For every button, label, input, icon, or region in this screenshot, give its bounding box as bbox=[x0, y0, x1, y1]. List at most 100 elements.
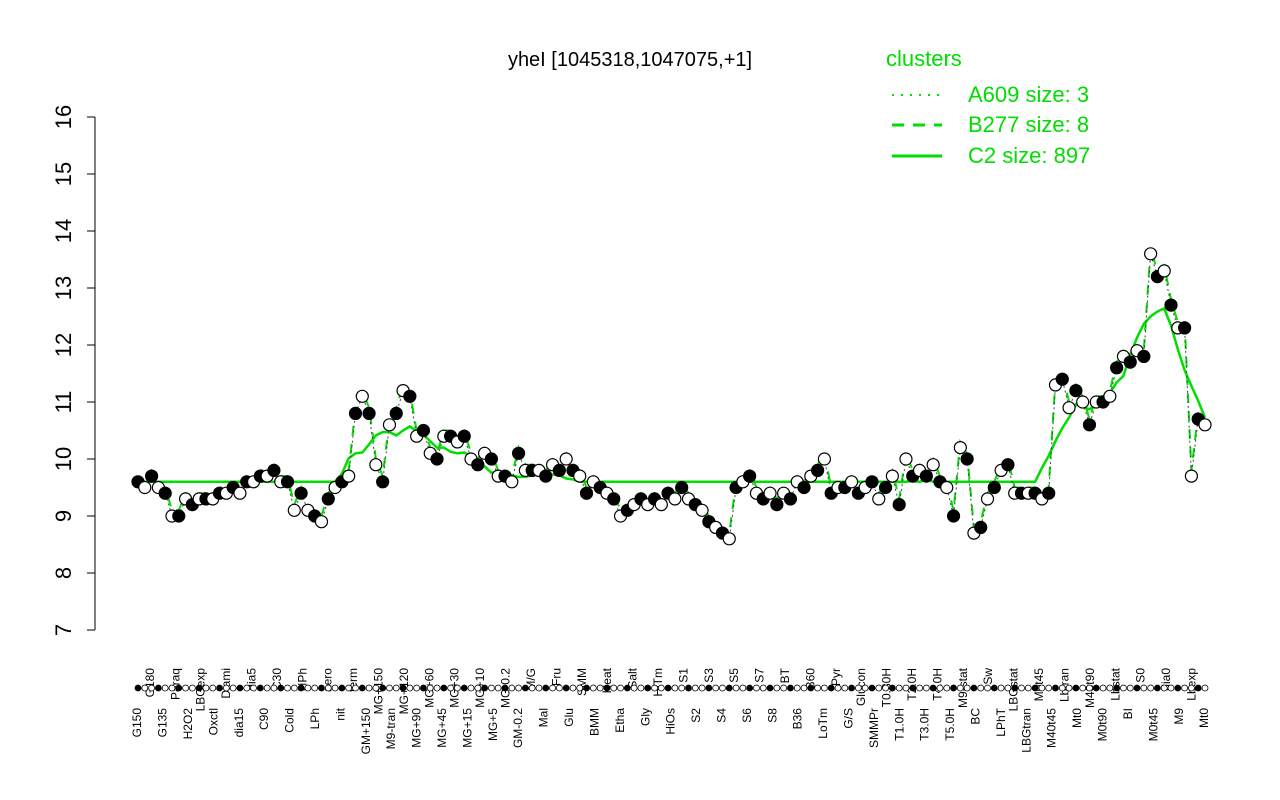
x-tick-label: BMM bbox=[587, 708, 601, 736]
x-tick-label: Mt0 bbox=[1197, 708, 1211, 728]
x-tick-label: G180 bbox=[143, 668, 157, 698]
x-sample-marker bbox=[216, 684, 223, 692]
data-point bbox=[559, 452, 573, 466]
x-sample-marker bbox=[1052, 684, 1059, 692]
x-sample-marker bbox=[195, 684, 203, 692]
x-sample-marker bbox=[984, 684, 991, 692]
data-point bbox=[960, 452, 974, 466]
x-tick-label: BT bbox=[778, 667, 792, 683]
x-tick-label: Lbstat bbox=[1108, 667, 1122, 700]
data-point bbox=[1042, 486, 1056, 500]
x-tick-label: S4 bbox=[714, 708, 728, 723]
data-point bbox=[770, 498, 784, 512]
x-sample-marker bbox=[814, 684, 822, 692]
data-point bbox=[675, 480, 689, 495]
series-line-c2 bbox=[138, 306, 1207, 484]
x-tick-label: HiOs bbox=[664, 708, 678, 735]
x-sample-marker bbox=[746, 684, 754, 692]
data-point bbox=[919, 469, 933, 483]
data-point bbox=[430, 452, 444, 466]
data-point bbox=[722, 532, 736, 546]
x-sample-marker bbox=[555, 684, 563, 692]
data-point bbox=[573, 469, 587, 483]
y-tick-label: 14 bbox=[51, 219, 76, 243]
x-sample-marker bbox=[182, 684, 189, 692]
x-sample-marker bbox=[637, 684, 645, 692]
data-point bbox=[389, 406, 403, 420]
x-sample-marker bbox=[222, 684, 230, 692]
x-sample-marker bbox=[1174, 684, 1182, 692]
x-sample-marker bbox=[406, 684, 414, 692]
x-sample-marker bbox=[793, 684, 801, 692]
x-sample-marker bbox=[508, 684, 516, 692]
x-sample-marker bbox=[134, 684, 142, 692]
x-sample-marker bbox=[535, 684, 543, 692]
x-sample-marker bbox=[263, 684, 271, 692]
x-sample-marker bbox=[372, 684, 380, 692]
x-sample-marker bbox=[685, 684, 692, 692]
x-sample-marker bbox=[1201, 684, 1209, 692]
x-sample-marker bbox=[909, 684, 917, 692]
x-tick-label: HiTm bbox=[651, 668, 665, 697]
legend-entry-b277: B277 size: 8 bbox=[968, 112, 1089, 137]
x-sample-marker bbox=[331, 684, 339, 692]
x-sample-marker bbox=[467, 684, 475, 692]
data-point bbox=[607, 492, 621, 506]
x-sample-marker bbox=[1120, 684, 1127, 692]
data-point bbox=[342, 469, 356, 483]
x-tick-label: M9-tran bbox=[384, 708, 398, 749]
x-sample-marker bbox=[1031, 684, 1039, 692]
x-sample-marker bbox=[1038, 684, 1046, 692]
x-sample-marker bbox=[1106, 684, 1114, 692]
x-sample-marker bbox=[311, 684, 319, 692]
data-point bbox=[1164, 298, 1178, 312]
x-sample-marker bbox=[902, 684, 910, 692]
x-tick-label: T3.0H bbox=[918, 708, 932, 741]
x-sample-marker bbox=[861, 684, 869, 692]
data-point bbox=[940, 480, 954, 495]
data-point bbox=[416, 423, 431, 438]
x-sample-marker bbox=[188, 684, 196, 692]
x-sample-marker bbox=[963, 684, 971, 692]
x-tick-label: Salt bbox=[626, 667, 640, 688]
x-sample-marker bbox=[922, 684, 930, 692]
x-sample-marker bbox=[420, 684, 427, 692]
data-point bbox=[797, 480, 811, 495]
data-point bbox=[1198, 418, 1212, 432]
x-sample-marker bbox=[916, 684, 923, 692]
x-sample-marker bbox=[209, 684, 217, 692]
y-tick-label: 9 bbox=[51, 510, 76, 522]
x-sample-marker bbox=[392, 684, 400, 692]
x-sample-marker bbox=[528, 684, 536, 692]
x-tick-label: aero bbox=[321, 668, 335, 692]
x-sample-marker bbox=[868, 684, 876, 692]
data-point bbox=[369, 458, 383, 472]
data-point bbox=[484, 452, 499, 466]
x-sample-marker bbox=[773, 684, 781, 692]
x-tick-label: B36 bbox=[791, 708, 805, 730]
x-sample-marker bbox=[318, 684, 325, 692]
x-sample-marker bbox=[623, 684, 631, 692]
y-tick-label: 15 bbox=[51, 162, 76, 186]
data-point bbox=[953, 441, 967, 455]
x-sample-marker bbox=[780, 684, 788, 692]
x-sample-marker bbox=[929, 684, 937, 692]
x-sample-marker bbox=[488, 684, 495, 692]
x-tick-label: Fru bbox=[549, 668, 563, 686]
x-sample-marker bbox=[841, 684, 849, 692]
x-sample-marker bbox=[596, 684, 604, 692]
x-tick-label: GM-0.2 bbox=[511, 708, 525, 748]
x-tick-label: Paraq bbox=[168, 668, 182, 700]
x-tick-label: B60 bbox=[803, 668, 817, 690]
x-sample-marker bbox=[698, 684, 706, 692]
x-sample-marker bbox=[1018, 684, 1025, 692]
x-sample-marker bbox=[583, 684, 590, 692]
y-tick-label: 11 bbox=[51, 391, 76, 414]
x-tick-label: M40t45 bbox=[1045, 708, 1059, 748]
x-tick-label: S5 bbox=[727, 668, 741, 683]
x-tick-label: M9 bbox=[1172, 708, 1186, 725]
x-tick-label: Pyr bbox=[829, 668, 843, 686]
x-sample-marker bbox=[800, 684, 808, 692]
x-sample-marker bbox=[549, 684, 556, 692]
